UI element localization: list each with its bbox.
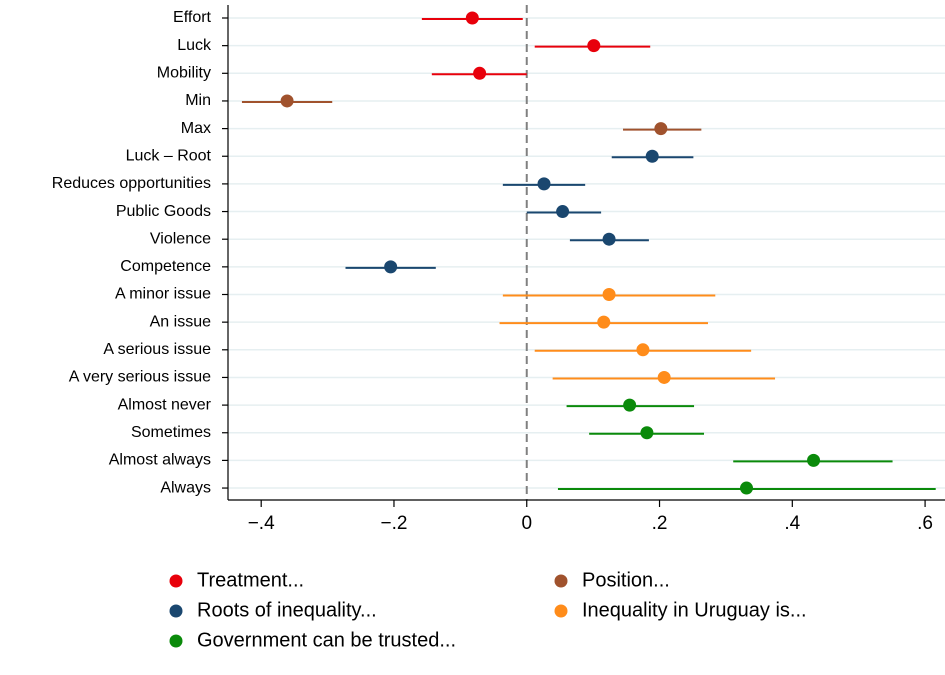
legend-marker: [554, 604, 568, 618]
y-tick-label: Public Goods: [116, 203, 211, 220]
point-estimate: [465, 11, 479, 25]
legend-label: Position...: [582, 569, 670, 591]
x-tick-label: .4: [784, 513, 800, 534]
point-estimate: [556, 205, 570, 219]
point-estimate: [645, 149, 659, 163]
legend-marker: [169, 604, 183, 618]
point-estimate: [807, 453, 821, 467]
legend-label: Roots of inequality...: [197, 599, 377, 621]
x-tick-label: −.4: [248, 513, 275, 534]
legend-label: Treatment...: [197, 569, 304, 591]
point-estimate: [640, 426, 654, 440]
point-estimate: [280, 94, 294, 108]
y-tick-label: Almost never: [118, 396, 212, 413]
y-tick-label: Luck: [177, 37, 212, 54]
point-estimate: [384, 260, 398, 274]
y-tick-label: Violence: [150, 230, 211, 247]
legend-label: Inequality in Uruguay is...: [582, 599, 807, 621]
point-estimate: [636, 343, 650, 357]
x-tick-label: 0: [521, 513, 532, 534]
y-tick-label: Competence: [120, 258, 211, 275]
y-tick-label: Mobility: [157, 65, 211, 82]
point-estimate: [473, 66, 487, 80]
x-tick-label: −.2: [380, 513, 407, 534]
y-tick-label: Always: [160, 479, 211, 496]
x-tick-label: .2: [652, 513, 668, 534]
y-tick-label: A serious issue: [103, 341, 211, 358]
y-tick-label: A minor issue: [115, 286, 211, 303]
legend-marker: [554, 574, 568, 588]
x-tick-label: .6: [917, 513, 933, 534]
legend-label: Government can be trusted...: [197, 629, 456, 651]
y-tick-label: A very serious issue: [69, 369, 211, 386]
point-estimate: [597, 315, 611, 329]
y-tick-label: An issue: [150, 313, 211, 330]
point-estimate: [587, 39, 601, 53]
point-estimate: [537, 177, 551, 191]
point-estimate: [623, 398, 637, 412]
point-estimate: [657, 370, 671, 384]
y-tick-label: Luck – Root: [126, 147, 212, 164]
y-tick-label: Effort: [173, 9, 212, 26]
point-estimate: [654, 122, 668, 136]
y-tick-label: Min: [185, 92, 211, 109]
point-estimate: [602, 288, 616, 301]
legend-marker: [169, 574, 183, 588]
y-tick-label: Max: [181, 120, 211, 137]
y-tick-label: Reduces opportunities: [52, 175, 211, 192]
legend-marker: [169, 634, 183, 648]
y-tick-label: Almost always: [109, 452, 211, 469]
point-estimate: [739, 481, 753, 495]
point-estimate: [602, 232, 616, 246]
y-tick-label: Sometimes: [131, 424, 211, 441]
